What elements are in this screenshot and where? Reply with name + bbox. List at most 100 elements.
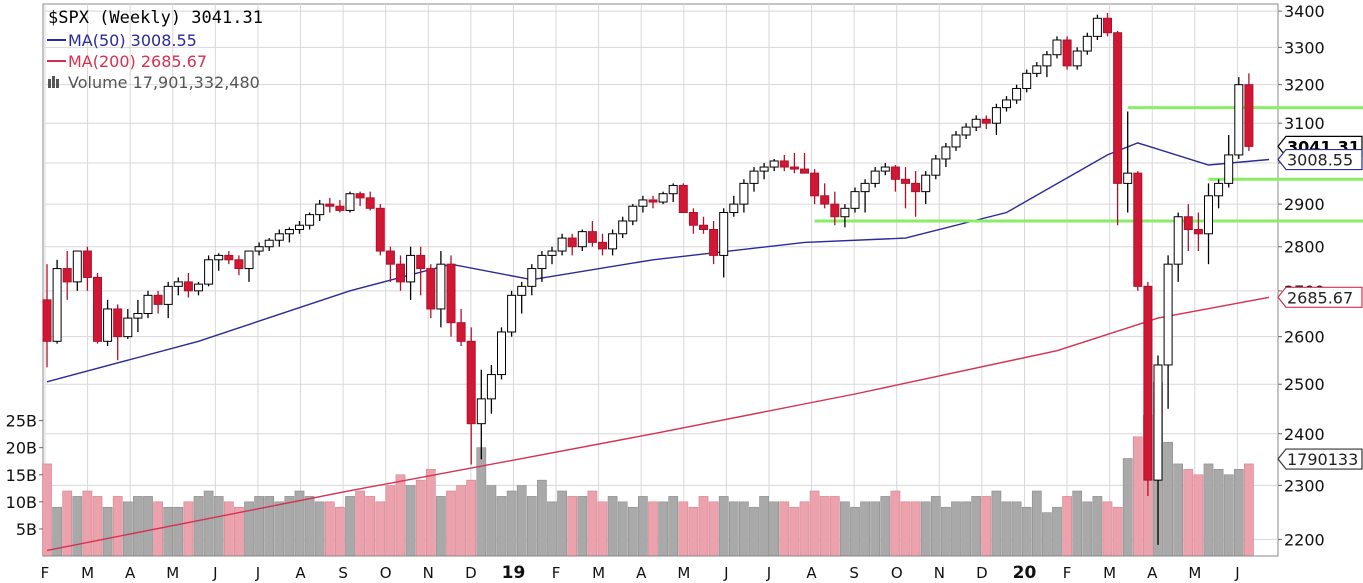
candle-body	[749, 170, 759, 184]
candle-body	[446, 263, 456, 324]
x-tick-label: M	[81, 564, 94, 582]
price-tick-label: 3400	[1284, 2, 1325, 21]
candle	[688, 208, 698, 234]
ma50-line	[46, 142, 1270, 383]
chart-title: $SPX (Weekly) 3041.31	[48, 8, 263, 28]
candle	[547, 246, 557, 265]
candle-body	[315, 203, 325, 216]
candle-body	[890, 166, 900, 180]
volume-bar	[749, 506, 759, 557]
price-tick-label: 2600	[1284, 328, 1325, 347]
price-tick-label: 2800	[1284, 238, 1325, 257]
volume-bar	[213, 496, 224, 557]
candle	[426, 264, 436, 319]
candle-body	[1042, 54, 1052, 67]
volume-tag: 1790133	[1277, 448, 1363, 470]
candle-body	[1133, 172, 1143, 287]
candle-body	[335, 205, 345, 211]
candle	[234, 255, 244, 276]
candle	[93, 272, 102, 344]
candle	[446, 255, 456, 337]
candle	[456, 308, 466, 347]
candle	[911, 171, 921, 217]
candle	[1103, 12, 1112, 37]
candle	[173, 277, 183, 296]
candle	[1123, 111, 1133, 213]
volume-bar	[597, 501, 608, 557]
candle-body	[810, 172, 820, 197]
ma200-line	[46, 296, 1270, 552]
candle-body	[143, 294, 153, 315]
candle-body	[547, 250, 557, 256]
price-tick-label: 2900	[1284, 195, 1325, 214]
x-tick-label: F	[41, 564, 50, 582]
volume-bar	[799, 501, 810, 557]
candle-body	[93, 276, 102, 342]
volume-bar	[668, 496, 679, 557]
candle-body	[688, 212, 698, 226]
candle	[244, 250, 254, 282]
candle-body	[961, 126, 971, 136]
candle-body	[981, 118, 991, 124]
volume-bar	[1001, 501, 1012, 557]
candle-body	[830, 203, 840, 218]
candle	[476, 369, 486, 460]
candle	[1042, 51, 1052, 78]
candle-body	[365, 197, 375, 209]
candle	[789, 152, 799, 174]
price-tick-label: 2500	[1284, 375, 1325, 394]
candle	[103, 299, 113, 347]
candle-body	[103, 308, 113, 342]
volume-bar	[1021, 506, 1032, 557]
candle-body	[82, 250, 92, 278]
volume-bar	[1173, 463, 1184, 557]
price-tick-label: 3200	[1284, 76, 1325, 95]
volume-bar	[203, 490, 214, 557]
x-tick-label: S	[338, 564, 348, 582]
volume-bar	[516, 485, 527, 557]
volume-bar	[698, 496, 709, 557]
candle	[295, 220, 304, 234]
candle-body	[901, 178, 910, 184]
volume-bar	[769, 501, 780, 557]
candle-body	[779, 160, 789, 168]
volume-bar	[102, 506, 113, 557]
volume-bar	[486, 485, 497, 557]
candle	[719, 208, 729, 278]
candle-body	[678, 184, 688, 214]
candle-body	[769, 160, 779, 168]
candle	[618, 216, 628, 239]
candle-body	[971, 118, 981, 128]
candle-body	[577, 231, 587, 248]
volume-bar	[1052, 506, 1062, 557]
volume-bar	[1244, 463, 1254, 557]
candle-body	[1022, 72, 1032, 89]
candle	[971, 115, 981, 132]
candle	[1153, 355, 1163, 545]
candle	[385, 246, 395, 282]
candle-body	[850, 191, 860, 209]
legend-label: Volume 17,901,332,480	[68, 73, 260, 92]
candle	[527, 264, 537, 296]
candle-body	[699, 224, 708, 230]
x-tick-label: F	[552, 564, 561, 582]
candle-body	[951, 134, 961, 148]
candle	[254, 242, 264, 256]
candle-body	[587, 231, 597, 243]
candle	[638, 195, 648, 213]
volume-bar	[314, 501, 325, 557]
volume-bar	[1132, 436, 1143, 557]
candle-body	[295, 224, 304, 230]
candle-body	[820, 195, 830, 205]
volume-bar	[678, 501, 689, 557]
candle-body	[497, 331, 506, 376]
volume-bar	[254, 496, 264, 557]
price-tick-label: 2200	[1284, 530, 1325, 549]
candle	[214, 253, 224, 271]
candle-body	[1173, 216, 1183, 265]
volume-bar	[547, 501, 557, 557]
candle-body	[1204, 195, 1213, 235]
volume-bar	[1203, 463, 1214, 557]
x-tick-label: D	[465, 564, 477, 582]
candle	[305, 212, 315, 230]
